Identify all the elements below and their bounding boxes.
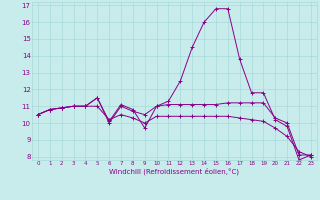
X-axis label: Windchill (Refroidissement éolien,°C): Windchill (Refroidissement éolien,°C) [109,168,239,175]
